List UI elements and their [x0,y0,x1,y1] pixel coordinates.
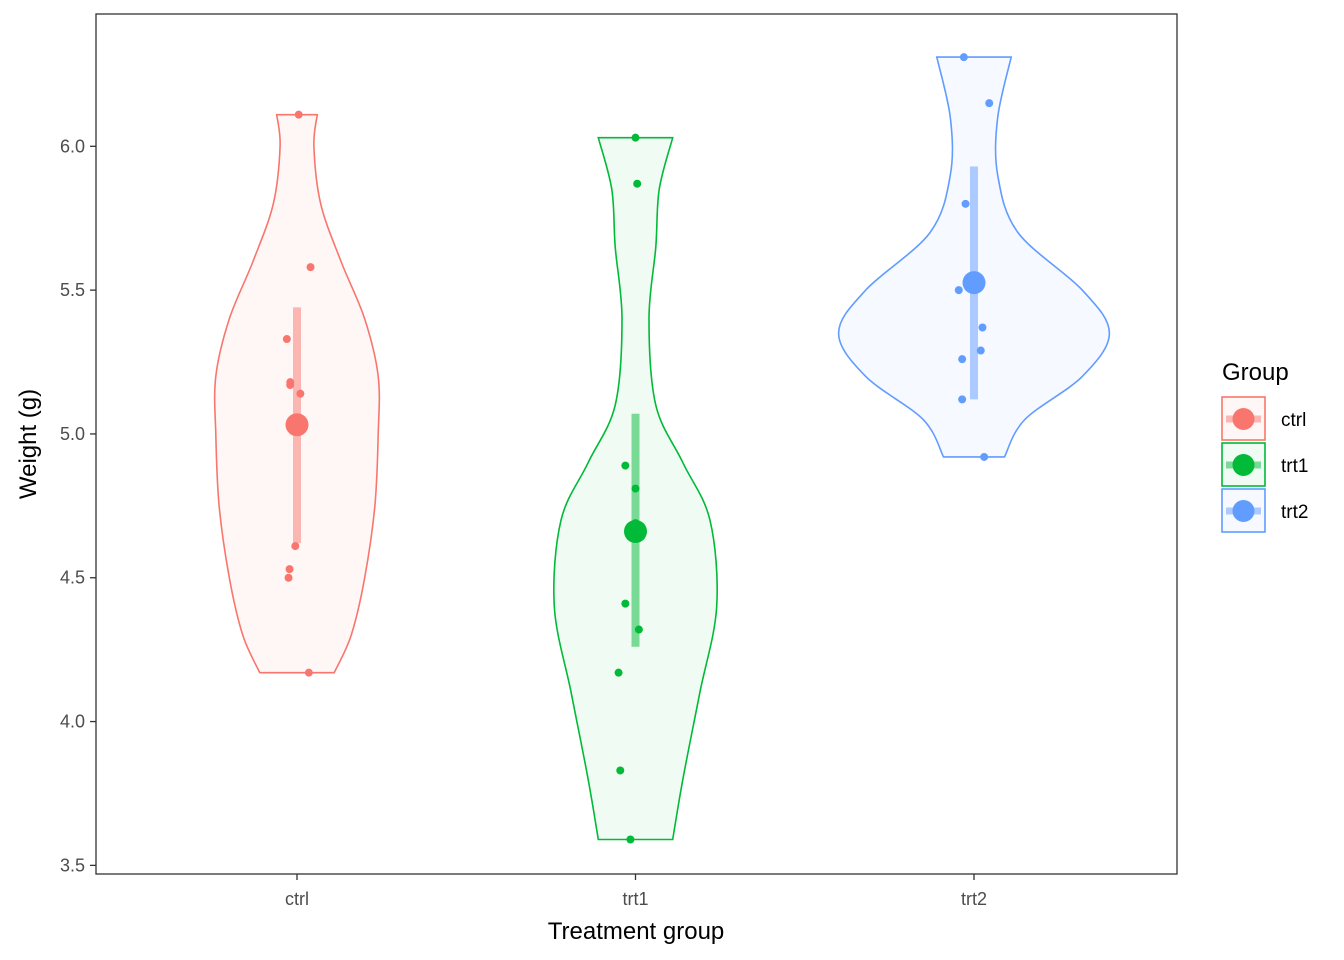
plot-area [213,53,1111,844]
group-ctrl [213,110,381,677]
data-point-trt1 [614,668,623,677]
mean-point-trt2 [962,271,986,295]
data-point-trt1 [621,599,630,608]
data-point-trt1 [633,179,642,188]
data-point-ctrl [291,542,300,551]
y-axis-title: Weight (g) [15,389,42,499]
data-point-trt2 [958,355,967,364]
data-point-trt2 [954,286,963,295]
y-tick-label: 4.5 [60,568,85,588]
y-tick-label: 3.5 [60,855,85,875]
legend-key-point [1232,454,1255,476]
axes: ctrl trt1 trt2 3.5 4.0 4.5 5.0 5.5 6.0 [60,136,987,909]
group-trt1 [553,133,718,844]
data-point-ctrl [296,389,305,398]
data-point-trt1 [631,484,640,493]
y-tick-label: 4.0 [60,712,85,732]
legend-label: trt1 [1281,456,1308,477]
legend-key-point [1232,408,1255,430]
data-point-trt2 [958,395,967,404]
x-axis-title: Treatment group [548,918,725,945]
data-point-trt1 [621,461,630,470]
data-point-trt2 [985,99,994,108]
x-tick-label: ctrl [285,889,309,909]
y-tick-label: 5.5 [60,280,85,300]
data-point-ctrl [304,668,313,677]
data-point-trt2 [976,346,985,355]
data-point-trt2 [980,452,989,461]
y-tick-label: 5.0 [60,424,85,444]
mean-point-trt1 [624,519,647,543]
data-point-ctrl [284,573,293,582]
legend-label: ctrl [1281,410,1306,431]
data-point-trt2 [961,199,970,208]
data-point-trt2 [959,53,968,62]
mean-point-ctrl [285,413,309,437]
data-point-ctrl [282,335,291,344]
data-point-ctrl [294,110,303,119]
legend-entry-trt1: trt1 [1221,442,1308,487]
x-tick-label: trt2 [961,889,987,909]
data-point-trt2 [978,323,987,332]
legend-entry-trt2: trt2 [1221,488,1308,533]
legend-key-point [1232,500,1255,522]
data-point-trt1 [616,766,625,775]
legend-entry-ctrl: ctrl [1221,396,1306,441]
panel-border [95,13,1178,875]
legend: Group ctrl trt1 trt2 [1221,359,1308,533]
data-point-trt1 [631,133,640,142]
x-tick-label: trt1 [622,889,648,909]
data-point-trt1 [634,625,643,634]
y-tick-label: 6.0 [60,136,85,156]
group-trt2 [837,53,1111,461]
data-point-ctrl [286,381,295,390]
data-point-ctrl [306,263,315,272]
legend-title: Group [1222,359,1289,386]
legend-label: trt2 [1281,502,1308,523]
data-point-ctrl [285,565,294,574]
data-point-trt1 [626,835,635,844]
